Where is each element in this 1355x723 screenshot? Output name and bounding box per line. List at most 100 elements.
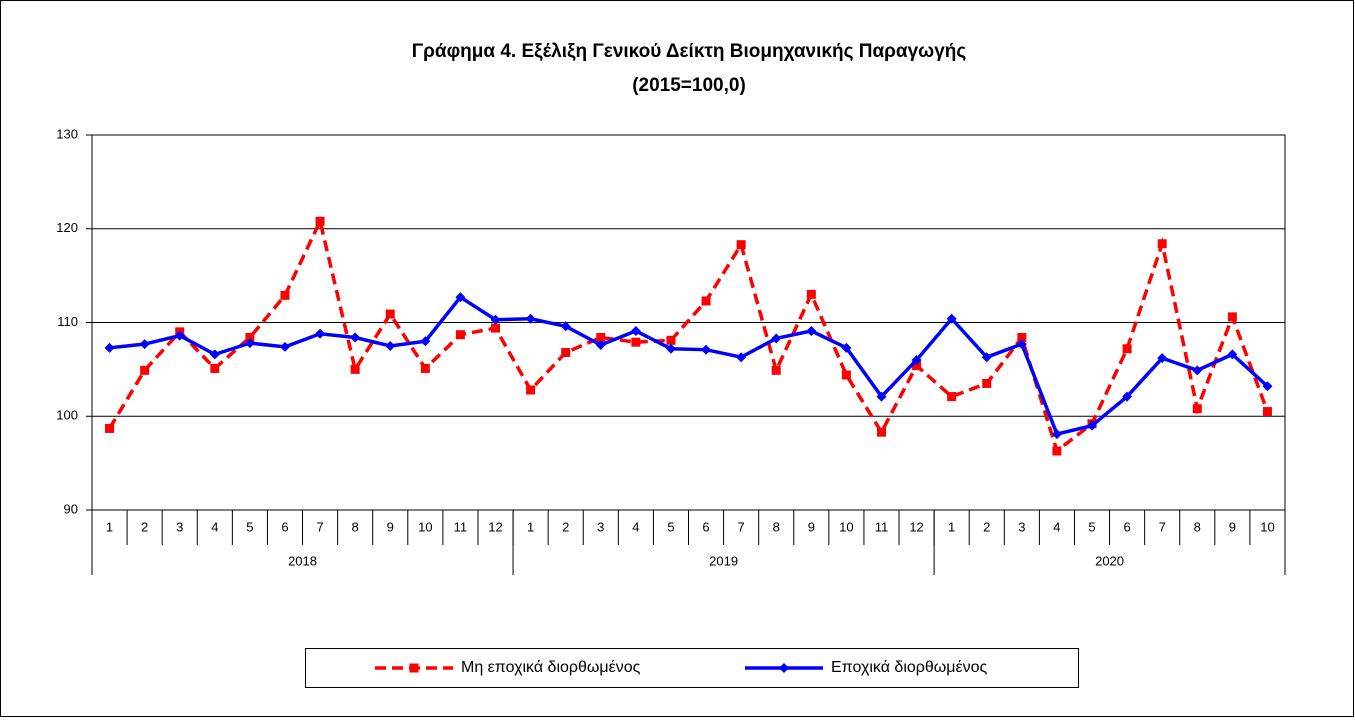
marker <box>1227 349 1238 360</box>
x-tick-label: 5 <box>246 519 253 534</box>
y-tick-label: 120 <box>56 220 78 235</box>
x-tick-label: 2 <box>562 519 569 534</box>
x-tick-label: 9 <box>1229 519 1236 534</box>
marker <box>491 323 501 333</box>
marker <box>420 363 430 373</box>
x-tick-label: 2 <box>983 519 990 534</box>
x-tick-label: 4 <box>1053 519 1060 534</box>
y-tick-label: 110 <box>57 314 78 329</box>
x-tick-label: 11 <box>875 519 889 534</box>
marker <box>279 341 290 352</box>
x-tick-label: 3 <box>597 519 604 534</box>
series-line <box>108 215 1270 454</box>
marker <box>420 336 431 347</box>
marker <box>1051 429 1062 440</box>
marker <box>561 348 571 357</box>
marker <box>280 290 290 300</box>
x-tick-label: 11 <box>454 519 468 534</box>
marker <box>104 342 115 353</box>
x-tick-label: 5 <box>1088 519 1095 534</box>
y-tick-label: 130 <box>56 126 78 141</box>
x-tick-label: 8 <box>773 519 780 534</box>
marker <box>210 363 220 373</box>
y-tick-label: 90 <box>64 501 78 516</box>
marker <box>946 313 957 324</box>
marker <box>209 349 220 360</box>
marker <box>1227 312 1237 322</box>
group-label: 2020 <box>1095 553 1124 568</box>
legend-label: Μη εποχικά διορθωμένος <box>461 659 641 676</box>
marker <box>841 342 852 353</box>
marker <box>455 330 465 340</box>
marker <box>244 338 255 349</box>
x-tick-label: 4 <box>632 519 639 534</box>
marker <box>350 332 361 343</box>
x-tick-label: 7 <box>316 519 323 534</box>
x-tick-label: 1 <box>948 519 955 534</box>
marker <box>350 364 360 374</box>
marker <box>736 352 747 363</box>
x-tick-label: 3 <box>176 519 183 534</box>
marker <box>1192 365 1203 376</box>
x-tick-label: 3 <box>1018 519 1025 534</box>
marker <box>947 392 957 402</box>
x-tick-label: 10 <box>418 519 432 534</box>
marker <box>806 289 816 299</box>
x-tick-label: 1 <box>527 519 534 534</box>
x-tick-label: 10 <box>1260 519 1274 534</box>
x-tick-label: 10 <box>839 519 853 534</box>
marker <box>771 333 782 344</box>
marker <box>981 352 992 363</box>
marker <box>315 328 326 339</box>
marker <box>876 391 887 402</box>
x-tick-label: 9 <box>387 519 394 534</box>
marker <box>736 240 746 250</box>
marker <box>665 343 676 354</box>
group-label: 2018 <box>288 553 317 568</box>
marker <box>806 325 817 336</box>
marker <box>315 216 325 226</box>
marker <box>701 296 711 306</box>
marker <box>1122 391 1133 402</box>
x-tick-label: 8 <box>352 519 359 534</box>
marker <box>1262 381 1273 392</box>
x-tick-label: 7 <box>1159 519 1166 534</box>
marker <box>525 313 536 324</box>
x-tick-label: 12 <box>909 519 923 534</box>
marker <box>666 335 676 345</box>
marker <box>771 365 781 375</box>
chart-title: Γράφημα 4. Εξέλιξη Γενικού Δείκτη Βιομηχ… <box>412 41 967 62</box>
marker <box>140 365 150 375</box>
x-tick-label: 1 <box>106 519 113 534</box>
marker <box>631 337 641 347</box>
marker <box>490 314 501 325</box>
marker <box>1157 353 1168 364</box>
group-label: 2019 <box>709 553 738 568</box>
marker <box>1262 407 1272 417</box>
marker <box>139 339 150 350</box>
marker <box>1157 239 1167 249</box>
marker <box>596 333 606 342</box>
marker <box>385 340 396 351</box>
legend-label: Εποχικά διορθωμένος <box>831 659 988 676</box>
x-tick-label: 2 <box>141 519 148 534</box>
marker <box>409 663 419 673</box>
x-tick-label: 9 <box>808 519 815 534</box>
marker <box>1192 404 1202 414</box>
marker <box>841 370 851 380</box>
chart-subtitle: (2015=100,0) <box>632 75 746 96</box>
marker <box>912 361 922 371</box>
marker <box>1087 420 1098 431</box>
marker <box>911 355 922 365</box>
marker <box>876 427 886 437</box>
marker <box>455 292 466 303</box>
marker <box>105 423 115 433</box>
marker <box>779 663 789 673</box>
x-tick-label: 8 <box>1194 519 1201 534</box>
marker <box>174 330 185 341</box>
marker <box>701 344 712 355</box>
x-tick-label: 6 <box>1123 519 1130 534</box>
x-tick-label: 6 <box>281 519 288 534</box>
